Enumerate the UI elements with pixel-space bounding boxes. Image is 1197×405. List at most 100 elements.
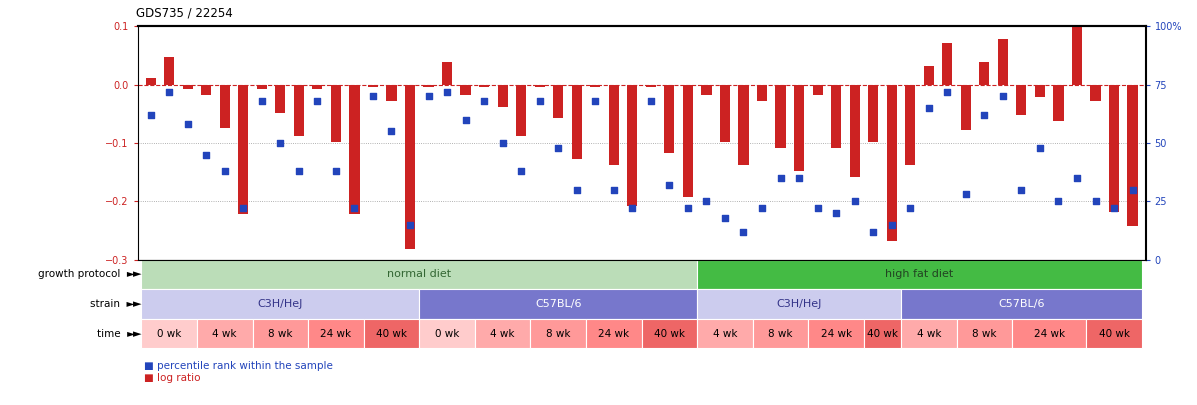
Point [1123, 186, 1142, 193]
Point [474, 98, 493, 104]
Point [882, 222, 901, 228]
Bar [141, 260, 697, 289]
Bar [794, 85, 804, 171]
Bar [998, 39, 1008, 85]
Text: ■ log ratio: ■ log ratio [144, 373, 200, 383]
Bar [308, 319, 364, 348]
Point [604, 186, 624, 193]
Point [974, 112, 994, 118]
Point [530, 98, 549, 104]
Point [253, 98, 272, 104]
Text: time  ►: time ► [97, 328, 134, 339]
Bar [330, 85, 341, 142]
Point [345, 205, 364, 211]
Bar [831, 85, 841, 148]
Text: 40 wk: 40 wk [867, 328, 898, 339]
Bar [961, 85, 971, 130]
Point [1086, 198, 1105, 205]
Bar [141, 319, 198, 348]
Bar [587, 319, 642, 348]
Bar [350, 85, 359, 214]
Bar [516, 85, 527, 136]
Bar [887, 85, 897, 241]
Text: 40 wk: 40 wk [1099, 328, 1130, 339]
Text: 24 wk: 24 wk [598, 328, 630, 339]
Bar [697, 289, 901, 319]
Text: 4 wk: 4 wk [213, 328, 237, 339]
Text: 4 wk: 4 wk [917, 328, 941, 339]
Text: 24 wk: 24 wk [1034, 328, 1065, 339]
Point [271, 140, 290, 146]
Bar [956, 319, 1013, 348]
Point [937, 88, 956, 95]
Text: ►: ► [126, 328, 141, 339]
Bar [682, 85, 693, 196]
Point [622, 205, 642, 211]
Text: 24 wk: 24 wk [821, 328, 852, 339]
Bar [442, 62, 452, 85]
Bar [141, 289, 419, 319]
Bar [461, 85, 470, 95]
Point [1068, 175, 1087, 181]
Point [196, 151, 215, 158]
Point [419, 93, 438, 100]
Bar [868, 85, 879, 142]
Bar [419, 289, 697, 319]
Text: 0 wk: 0 wk [435, 328, 460, 339]
Bar [256, 85, 267, 90]
Bar [1071, 28, 1082, 85]
Text: 0 wk: 0 wk [157, 328, 181, 339]
Point [919, 105, 938, 111]
Bar [808, 319, 864, 348]
Text: 4 wk: 4 wk [491, 328, 515, 339]
Bar [905, 85, 916, 165]
Point [697, 198, 716, 205]
Point [585, 98, 604, 104]
Text: ■ percentile rank within the sample: ■ percentile rank within the sample [144, 361, 333, 371]
Bar [498, 85, 508, 107]
Text: C57BL/6: C57BL/6 [998, 299, 1045, 309]
Point [493, 140, 512, 146]
Bar [275, 85, 285, 113]
Text: normal diet: normal diet [387, 269, 451, 279]
Bar [387, 85, 396, 101]
Point [327, 168, 346, 174]
Bar [253, 319, 308, 348]
Point [1105, 205, 1124, 211]
Text: ►: ► [126, 299, 141, 309]
Bar [475, 319, 530, 348]
Bar [864, 319, 901, 348]
Point [233, 205, 253, 211]
Bar [590, 85, 601, 87]
Bar [1108, 85, 1119, 212]
Text: C3H/HeJ: C3H/HeJ [777, 299, 822, 309]
Text: 8 wk: 8 wk [972, 328, 997, 339]
Bar [642, 319, 697, 348]
Point [1031, 145, 1050, 151]
Bar [901, 289, 1142, 319]
Bar [183, 85, 193, 90]
Bar [1090, 85, 1100, 101]
Text: 8 wk: 8 wk [546, 328, 571, 339]
Bar [1035, 85, 1045, 98]
Bar [979, 62, 990, 85]
Point [660, 182, 679, 188]
Bar [850, 85, 859, 177]
Bar [609, 85, 619, 165]
Bar [701, 85, 711, 95]
Bar [1053, 85, 1064, 121]
Bar [572, 85, 582, 159]
Point [863, 228, 882, 235]
Bar [1128, 85, 1137, 226]
Bar [535, 85, 545, 87]
Point [382, 128, 401, 134]
Point [845, 198, 864, 205]
Text: C57BL/6: C57BL/6 [535, 299, 582, 309]
Bar [530, 319, 587, 348]
Point [364, 93, 383, 100]
Bar [1013, 319, 1086, 348]
Bar [201, 85, 212, 95]
Text: high fat diet: high fat diet [886, 269, 954, 279]
Bar [757, 85, 767, 101]
Point [956, 191, 976, 198]
